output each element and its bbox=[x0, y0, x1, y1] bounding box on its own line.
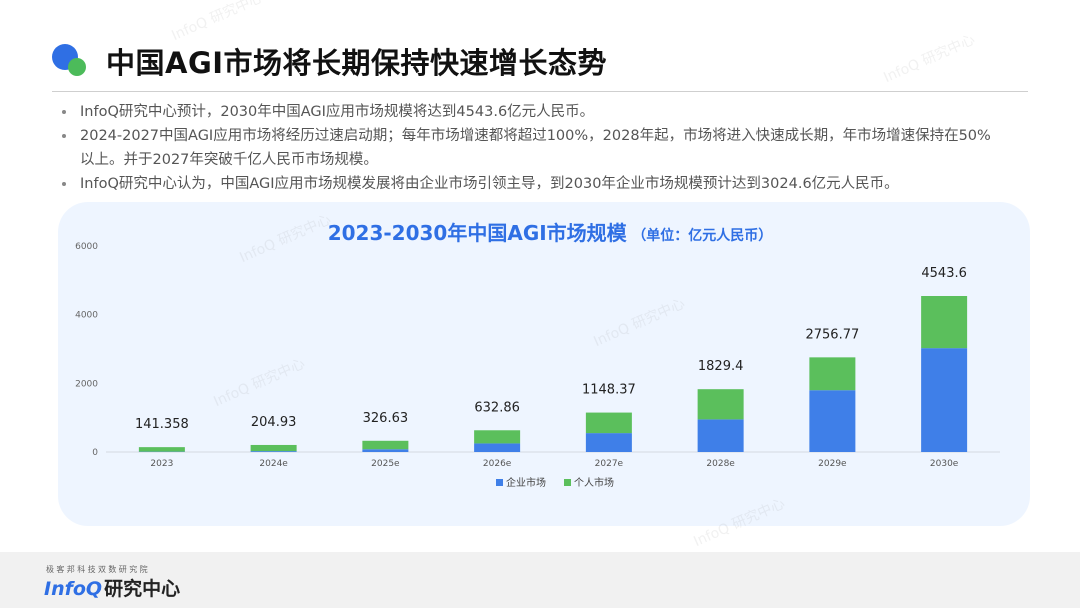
bullet-list: InfoQ研究中心预计，2030年中国AGI应用市场规模将达到4543.6亿元人… bbox=[58, 100, 998, 196]
footer-subtitle: 极客邦科技双数研究院 bbox=[46, 565, 150, 574]
bullet-item: 2024-2027中国AGI应用市场将经历过速启动期；每年市场增速都将超过100… bbox=[58, 124, 998, 172]
bar-personal bbox=[138, 447, 185, 452]
x-tick-label: 2029e bbox=[818, 459, 847, 469]
bullet-item: InfoQ研究中心认为，中国AGI应用市场规模发展将由企业市场引领主导，到203… bbox=[58, 172, 998, 196]
market-size-chart: 2023-2030年中国AGI市场规模 （单位：亿元人民币） 0 2000 4000… bbox=[75, 221, 1000, 489]
legend-label-personal: 个人市场 bbox=[574, 476, 614, 489]
bar-total-label: 1148.37 bbox=[582, 383, 636, 398]
bullet-item: InfoQ研究中心预计，2030年中国AGI应用市场规模将达到4543.6亿元人… bbox=[58, 100, 998, 124]
footer-brand-logo: InfoQ 研究中心 bbox=[44, 574, 180, 601]
watermark: InfoQ 研究中心 bbox=[169, 0, 266, 45]
bar-total-label: 632.86 bbox=[474, 400, 520, 415]
x-tick-label: 2030e bbox=[930, 459, 959, 469]
x-tick-label: 2023 bbox=[150, 459, 173, 469]
chart-title-main: 2023-2030年中国AGI市场规模 bbox=[328, 221, 628, 245]
legend-swatch bbox=[496, 479, 503, 486]
x-tick-label: 2026e bbox=[483, 459, 512, 469]
bar-enterprise bbox=[474, 443, 521, 452]
bar-personal bbox=[250, 444, 297, 452]
legend-swatch bbox=[564, 479, 571, 486]
bar-personal bbox=[362, 440, 409, 450]
bar-enterprise bbox=[250, 451, 297, 452]
bar-total-label: 141.358 bbox=[135, 417, 189, 432]
logo-dots-icon bbox=[52, 44, 92, 80]
bar-personal bbox=[585, 412, 632, 434]
bar-enterprise bbox=[809, 390, 856, 452]
watermark: InfoQ 研究中心 bbox=[881, 31, 978, 87]
y-tick-label: 0 bbox=[92, 448, 98, 458]
bar-personal bbox=[921, 296, 968, 349]
y-tick-label: 4000 bbox=[75, 311, 98, 321]
bar-enterprise bbox=[921, 348, 968, 452]
x-tick-label: 2027e bbox=[595, 459, 624, 469]
green-dot-icon bbox=[68, 58, 86, 76]
slide-title: 中国AGI市场将长期保持快速增长态势 bbox=[106, 46, 608, 80]
bar-total-label: 4543.6 bbox=[921, 266, 967, 281]
bar-enterprise bbox=[697, 419, 744, 452]
bar-personal bbox=[697, 389, 744, 420]
title-divider bbox=[52, 91, 1028, 92]
x-tick-label: 2024e bbox=[259, 459, 288, 469]
bar-total-label: 2756.77 bbox=[805, 327, 859, 342]
chart-panel: 2023-2030年中国AGI市场规模 （单位：亿元人民币） 0 2000 4000… bbox=[58, 202, 1030, 526]
footer: 极客邦科技双数研究院 InfoQ 研究中心 bbox=[0, 552, 1080, 608]
chart-title-unit: （单位：亿元人民币） bbox=[632, 227, 772, 244]
bar-total-label: 204.93 bbox=[251, 415, 297, 430]
bar-total-label: 326.63 bbox=[363, 411, 409, 426]
legend-label-enterprise: 企业市场 bbox=[506, 476, 546, 489]
x-tick-label: 2028e bbox=[706, 459, 735, 469]
bar-personal bbox=[809, 357, 856, 391]
x-tick-label: 2025e bbox=[371, 459, 400, 469]
y-tick-label: 6000 bbox=[75, 242, 98, 252]
bar-enterprise bbox=[585, 433, 632, 452]
chart-title: 2023-2030年中国AGI市场规模 （单位：亿元人民币） bbox=[328, 221, 773, 245]
bar-personal bbox=[474, 430, 521, 444]
y-tick-label: 2000 bbox=[75, 379, 98, 389]
brand-research-center: 研究中心 bbox=[104, 578, 181, 600]
bar-total-label: 1829.4 bbox=[698, 359, 744, 374]
brand-infoq: InfoQ bbox=[44, 578, 103, 600]
bar-enterprise bbox=[362, 449, 409, 452]
